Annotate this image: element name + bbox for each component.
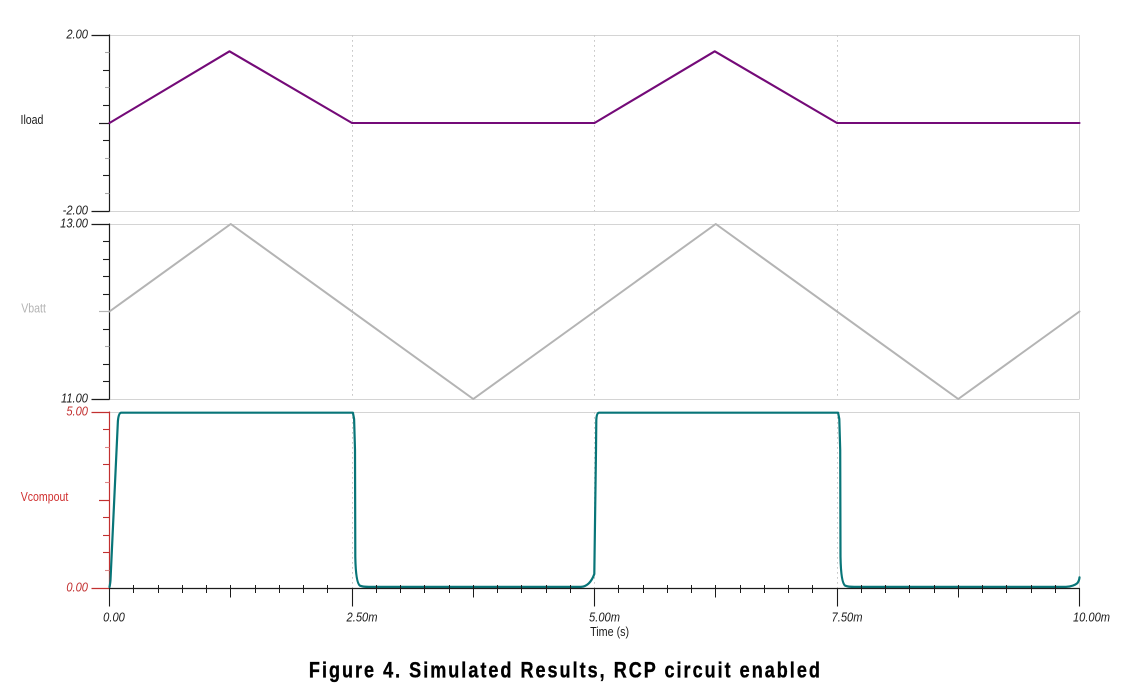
svg-text:0.00: 0.00 — [103, 610, 125, 625]
svg-text:-2.00: -2.00 — [63, 203, 89, 218]
svg-text:0.00: 0.00 — [66, 580, 88, 595]
svg-text:7.50m: 7.50m — [832, 610, 863, 625]
svg-text:13.00: 13.00 — [60, 216, 88, 231]
svg-text:2.50m: 2.50m — [346, 610, 378, 625]
svg-text:2.00: 2.00 — [65, 27, 88, 42]
svg-text:5.00m: 5.00m — [589, 610, 620, 625]
svg-text:Vcompout: Vcompout — [21, 490, 69, 504]
svg-text:5.00: 5.00 — [66, 404, 88, 419]
svg-text:10.00m: 10.00m — [1073, 610, 1110, 625]
svg-text:Iload: Iload — [21, 113, 44, 127]
svg-text:Vbatt: Vbatt — [21, 302, 46, 316]
svg-text:Time (s): Time (s) — [590, 624, 629, 639]
svg-text:11.00: 11.00 — [61, 391, 88, 406]
svg-text:Figure 4. Simulated Results, R: Figure 4. Simulated Results, RCP circuit… — [309, 659, 822, 683]
